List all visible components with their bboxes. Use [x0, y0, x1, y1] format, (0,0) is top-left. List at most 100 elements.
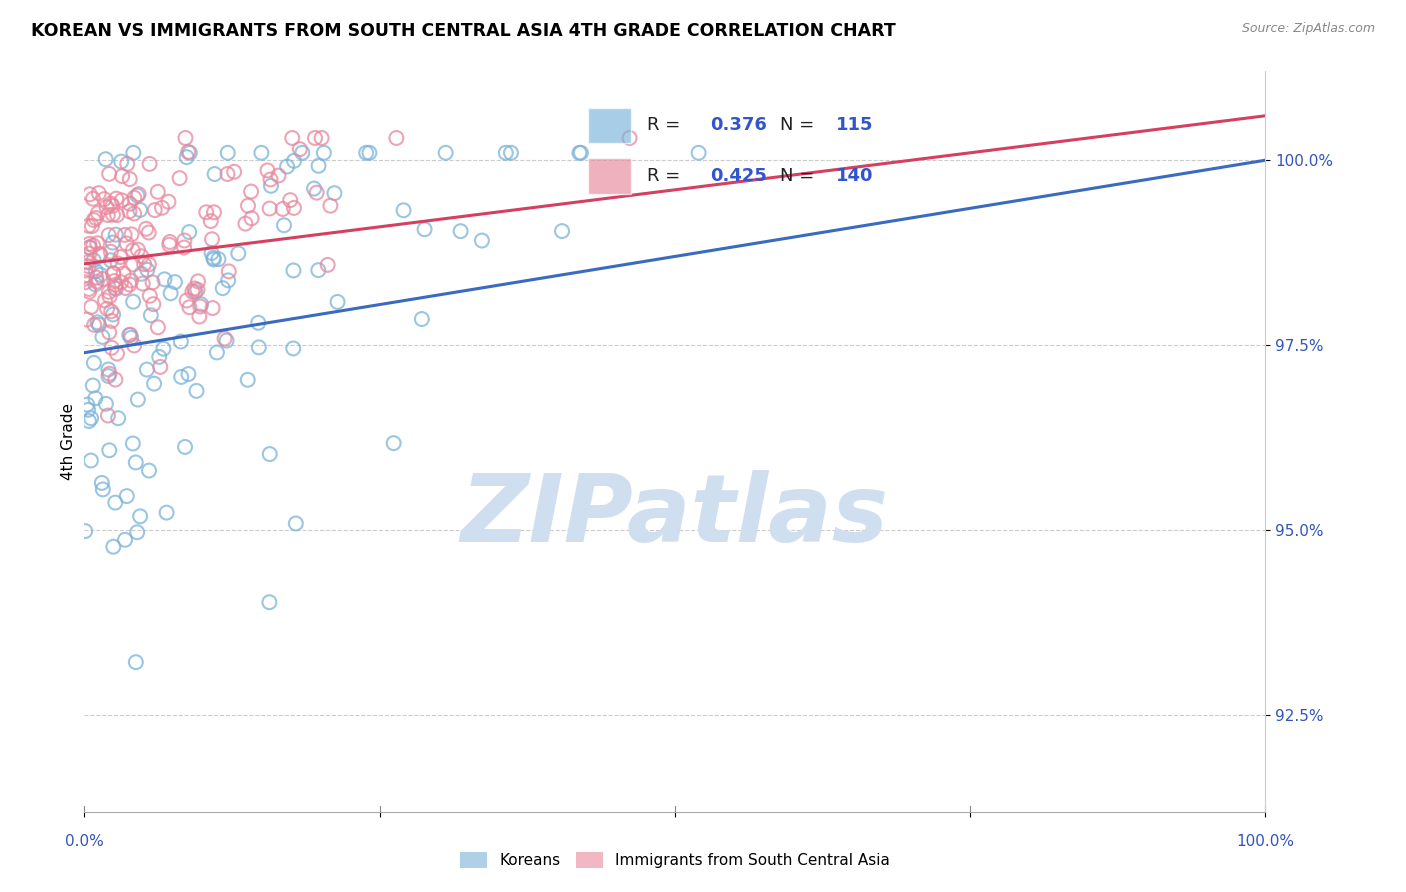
Point — [135, 222, 157, 236]
Point — [96, 301, 118, 316]
Point — [120, 327, 142, 342]
Point — [236, 199, 259, 213]
Point — [98, 367, 121, 381]
Point — [201, 301, 224, 315]
Point — [273, 219, 295, 233]
Text: KOREAN VS IMMIGRANTS FROM SOUTH CENTRAL ASIA 4TH GRADE CORRELATION CHART: KOREAN VS IMMIGRANTS FROM SOUTH CENTRAL … — [31, 22, 896, 40]
Point — [101, 199, 124, 213]
Point — [385, 131, 408, 145]
Point — [132, 277, 155, 291]
Point — [217, 273, 239, 287]
Point — [134, 257, 156, 271]
Point — [382, 436, 405, 450]
Point — [284, 516, 307, 531]
Point — [149, 359, 172, 374]
Point — [101, 308, 124, 322]
Point — [104, 277, 127, 292]
Point — [97, 369, 120, 384]
Point — [183, 281, 205, 295]
Point — [195, 205, 218, 219]
Point — [101, 235, 124, 250]
Point — [312, 145, 335, 160]
Point — [181, 285, 204, 299]
Point — [121, 436, 143, 450]
Point — [84, 391, 107, 405]
Point — [202, 205, 225, 219]
Point — [190, 297, 212, 311]
Point — [157, 237, 180, 252]
Point — [122, 257, 145, 271]
Point — [77, 236, 100, 251]
Point — [76, 255, 98, 269]
Point — [120, 274, 142, 288]
Point — [217, 145, 239, 160]
Point — [100, 314, 122, 328]
Point — [316, 258, 339, 272]
Point — [278, 193, 301, 207]
Point — [207, 252, 229, 267]
Point — [103, 274, 125, 288]
Point — [450, 224, 472, 238]
Point — [122, 294, 145, 309]
Point — [75, 263, 97, 277]
Point — [177, 367, 200, 381]
Point — [122, 145, 145, 160]
Point — [110, 275, 132, 289]
Point — [103, 540, 125, 554]
Text: 100.0%: 100.0% — [1236, 834, 1295, 849]
Point — [103, 267, 125, 281]
Point — [101, 208, 124, 222]
Point — [224, 165, 246, 179]
Point — [495, 145, 517, 160]
Point — [83, 253, 105, 268]
Point — [100, 196, 122, 211]
Text: ZIPatlas: ZIPatlas — [461, 469, 889, 562]
Point — [188, 310, 211, 324]
Point — [260, 178, 283, 193]
Point — [76, 268, 98, 282]
Point — [413, 222, 436, 236]
Point — [82, 192, 104, 206]
Point — [619, 131, 641, 145]
Point — [411, 312, 433, 326]
Point — [87, 318, 110, 332]
Point — [91, 272, 114, 286]
Point — [98, 167, 121, 181]
Point — [179, 300, 201, 314]
Point — [271, 202, 294, 216]
Point — [100, 253, 122, 268]
Point — [153, 272, 176, 286]
Point — [236, 373, 259, 387]
Point — [107, 411, 129, 425]
Legend: Koreans, Immigrants from South Central Asia: Koreans, Immigrants from South Central A… — [453, 847, 897, 874]
Point — [169, 171, 191, 186]
Point — [170, 370, 193, 384]
Point — [104, 372, 127, 386]
Point — [122, 338, 145, 352]
Point — [84, 211, 107, 225]
Point — [187, 274, 209, 288]
Text: Source: ZipAtlas.com: Source: ZipAtlas.com — [1241, 22, 1375, 36]
Point — [91, 330, 114, 344]
Point — [128, 187, 150, 202]
Point — [86, 275, 108, 289]
Point — [90, 268, 112, 282]
Point — [118, 196, 141, 211]
Point — [129, 202, 152, 217]
Point — [434, 145, 457, 160]
Point — [283, 263, 305, 277]
Y-axis label: 4th Grade: 4th Grade — [60, 403, 76, 480]
Point — [202, 252, 225, 267]
Point — [174, 131, 197, 145]
Point — [125, 655, 148, 669]
Point — [146, 320, 169, 334]
Point — [308, 159, 330, 173]
Point — [138, 226, 160, 240]
Point — [176, 150, 198, 164]
Point — [115, 157, 138, 171]
Point — [305, 186, 328, 200]
Point — [159, 235, 181, 249]
Point — [100, 341, 122, 355]
Point — [105, 208, 128, 222]
Point — [94, 293, 117, 308]
